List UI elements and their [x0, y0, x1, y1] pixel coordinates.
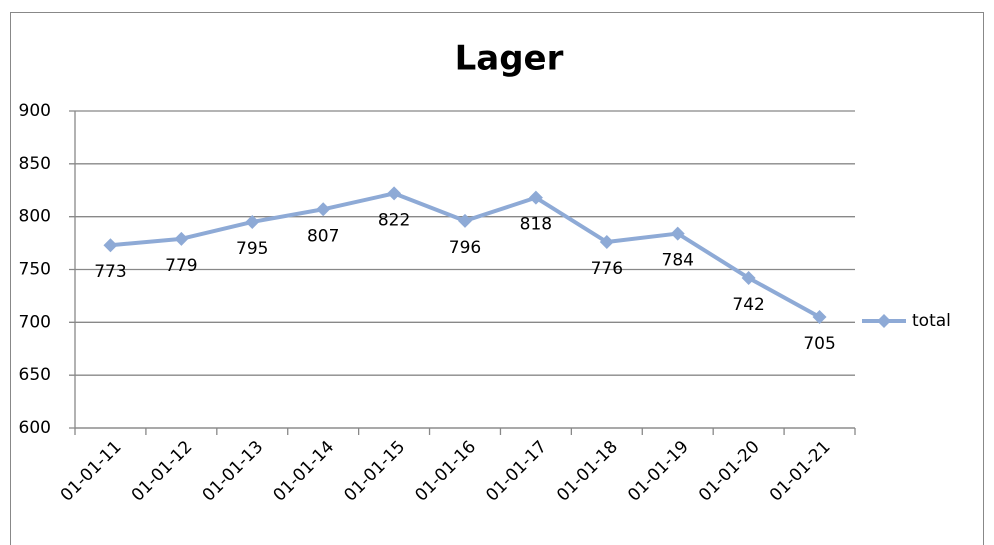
marker — [528, 190, 543, 205]
data-label: 742 — [732, 295, 764, 315]
data-label: 807 — [307, 226, 339, 246]
y-tick-label: 850 — [19, 154, 51, 174]
chart-title: Lager — [455, 39, 564, 79]
legend-label: total — [912, 311, 951, 331]
marker — [245, 214, 260, 229]
legend-marker — [877, 314, 891, 328]
marker — [741, 270, 756, 285]
data-label: 818 — [520, 215, 552, 235]
marker — [670, 226, 685, 241]
y-tick-label: 900 — [19, 101, 51, 121]
data-label: 796 — [449, 238, 481, 258]
y-tick-label: 800 — [19, 207, 51, 227]
y-tick-label: 700 — [19, 312, 51, 332]
marker — [316, 202, 331, 217]
marker — [458, 213, 472, 228]
marker — [174, 231, 189, 246]
data-label: 795 — [236, 239, 268, 259]
chart-frame — [10, 12, 984, 545]
marker — [599, 235, 614, 250]
marker — [103, 238, 118, 253]
data-label: 784 — [662, 251, 694, 271]
marker — [387, 186, 402, 201]
y-tick-label: 750 — [19, 260, 51, 280]
marker — [812, 310, 827, 325]
data-label: 779 — [165, 256, 197, 276]
data-label: 773 — [94, 262, 126, 282]
y-tick-label: 600 — [19, 418, 51, 438]
data-label: 822 — [378, 210, 410, 230]
data-label: 705 — [803, 334, 835, 354]
data-label: 776 — [591, 259, 623, 279]
y-tick-label: 650 — [19, 365, 51, 385]
